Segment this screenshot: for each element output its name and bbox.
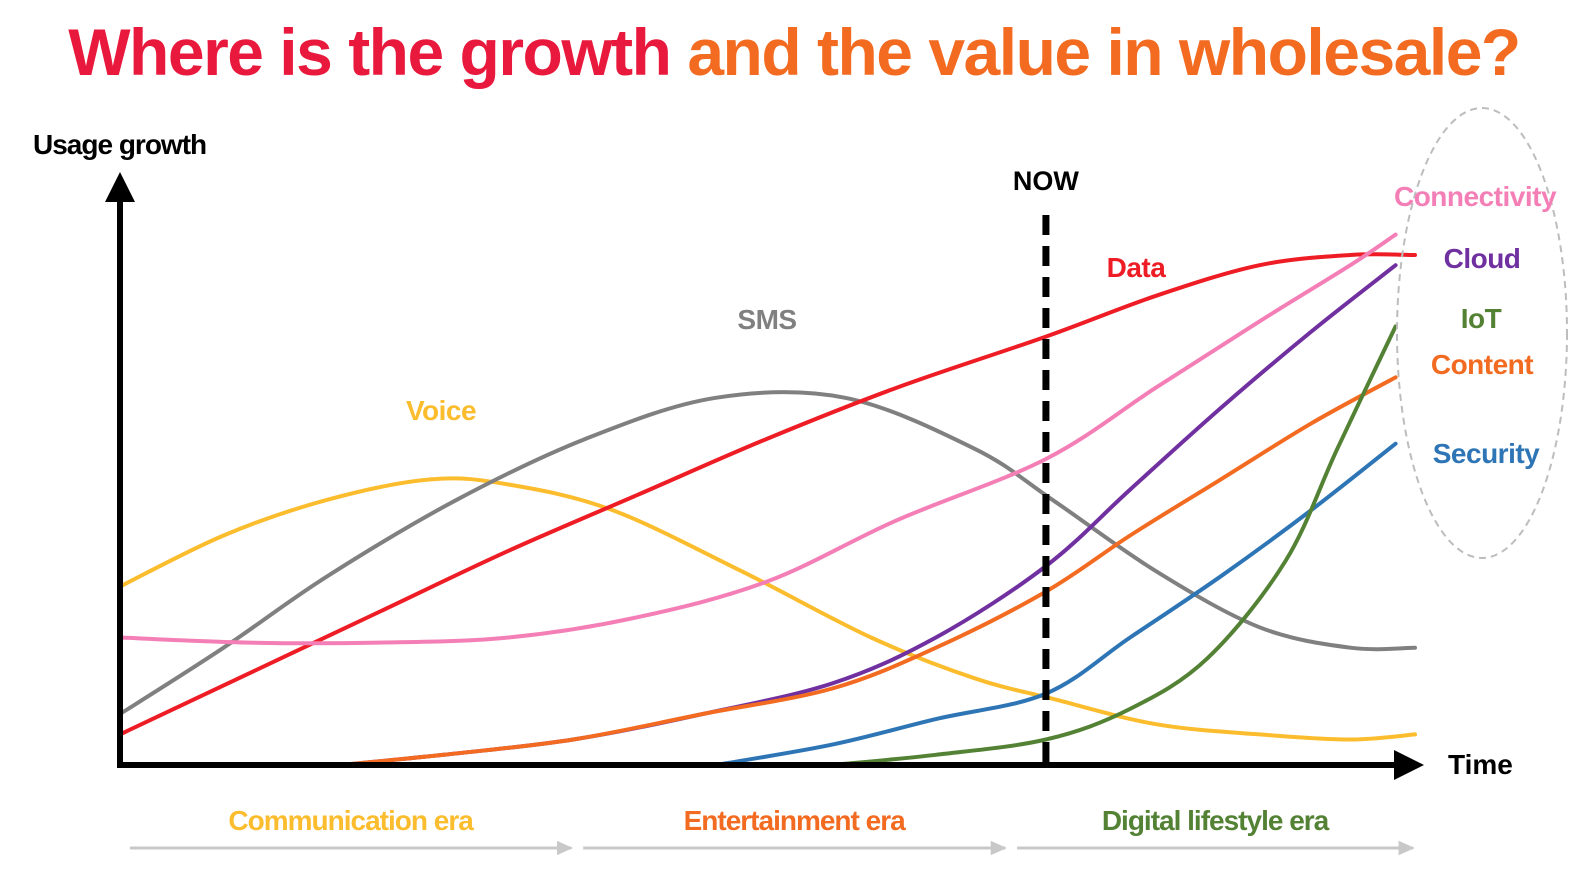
series-line-cloud <box>338 263 1398 767</box>
series-line-sms <box>118 390 1417 716</box>
series-line-data <box>118 252 1417 737</box>
series-label-cloud: Cloud <box>1444 243 1521 274</box>
now-marker-label: NOW <box>1013 166 1080 196</box>
series-line-security <box>713 441 1398 767</box>
series-label-voice: Voice <box>406 395 476 426</box>
series-label-connectivity: Connectivity <box>1394 181 1557 212</box>
x-axis-label: Time <box>1448 749 1513 780</box>
series-label-sms: SMS <box>737 304 796 335</box>
series-label-iot: IoT <box>1461 303 1502 334</box>
era-label-entertainment-era: Entertainment era <box>684 805 906 836</box>
era-label-digital-lifestyle-era: Digital lifestyle era <box>1102 805 1330 836</box>
series-line-connectivity <box>118 232 1398 646</box>
title-part-1: Where is the growth <box>68 15 672 89</box>
series-line-voice <box>118 476 1417 742</box>
series-label-data: Data <box>1107 252 1167 283</box>
series-line-iot <box>830 324 1398 767</box>
emerging-services-ellipse <box>1396 107 1568 559</box>
page-title: Where is the growth and the value in who… <box>0 14 1588 90</box>
series-layer <box>118 232 1417 767</box>
axes-layer <box>105 172 1424 856</box>
y-axis-label: Usage growth <box>33 129 206 160</box>
label-layer: NOW Usage growth Time Voice SMS Data Connectiv… <box>33 107 1568 836</box>
series-line-content <box>338 375 1398 767</box>
series-label-content: Content <box>1431 349 1533 380</box>
series-label-security: Security <box>1433 438 1540 469</box>
title-part-2: and the value in wholesale? <box>687 15 1521 89</box>
era-label-communication-era: Communication era <box>228 805 474 836</box>
